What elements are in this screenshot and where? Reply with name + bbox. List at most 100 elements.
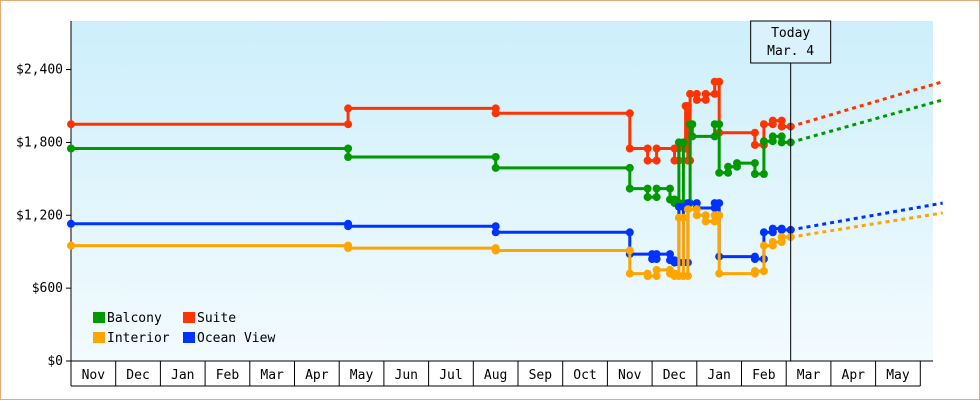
month-label: Jan [171,368,194,383]
month-label: Feb [752,368,776,383]
data-point-suite [701,89,710,98]
data-point-suite [750,128,759,137]
data-point-balcony [652,184,661,193]
data-point-suite [686,89,695,98]
data-point-suite [692,95,701,104]
data-point-interior [625,246,634,255]
plot-area [71,21,933,361]
data-point-balcony [759,170,768,178]
data-point-interior [625,269,634,278]
data-point-suite [768,116,777,125]
x-axis: Nov Dec Jan Feb Mar Apr May Jun Jul Aug Sep Oct Nov D… [70,360,933,387]
data-point-interior [692,211,701,220]
data-point-balcony [67,144,75,153]
data-point-balcony [344,144,353,153]
y-tick-label: $600 [32,281,63,296]
data-point-ocean-view [683,199,692,208]
data-point-balcony [625,184,634,193]
data-point-ocean-view [750,255,759,263]
data-point-balcony [643,193,652,202]
data-point-balcony [777,138,786,147]
data-point-suite [692,89,701,98]
legend: Balcony Suite Interior Ocean View [93,311,275,346]
legend-swatch-interior [93,332,105,343]
data-point-ocean-view [768,224,777,233]
data-point-interior [683,272,692,280]
data-point-suite [777,116,786,125]
month-label: Mar [797,368,821,383]
data-point-interior [679,213,688,222]
data-point-interior [692,205,701,214]
data-point-ocean-view [759,228,768,237]
month-label: Jul [439,368,462,383]
month-label: Aug [484,368,507,383]
series-layer [67,77,944,280]
data-point-interior [759,267,768,276]
data-point-balcony [666,184,674,193]
data-point-balcony [491,163,500,172]
legend-label-interior: Interior [107,331,170,346]
month-label: Dec [663,368,686,383]
data-point-balcony [643,184,652,193]
legend-swatch-balcony [93,312,105,323]
data-point-balcony [768,132,777,141]
data-point-balcony [710,132,719,141]
data-point-interior [701,211,710,220]
data-point-balcony [724,168,733,177]
data-point-suite [683,102,692,110]
data-point-balcony [344,153,353,161]
month-label: Nov [82,368,106,383]
data-point-balcony [625,163,634,172]
data-point-suite [777,122,786,131]
y-axis: $0 $600 $1,200 $1,800 $2,400 [16,21,72,369]
month-label: Oct [573,368,596,383]
data-point-interior [643,272,652,280]
data-point-suite [715,77,724,86]
month-label: Apr [842,368,866,383]
data-point-interior [768,238,777,246]
y-tick-label: $0 [47,354,63,369]
legend-swatch-ocean-view [183,332,195,343]
data-point-balcony [688,120,697,129]
data-point-balcony [715,168,724,177]
month-label: Jan [707,368,730,383]
y-tick-label: $1,800 [16,135,63,150]
month-label: Feb [216,368,240,383]
series-forecast-suite [790,80,944,129]
data-point-interior [67,241,75,250]
month-label: Nov [618,368,642,383]
data-point-balcony [491,153,500,161]
month-label: May [350,368,374,383]
data-point-interior [701,217,710,226]
data-point-ocean-view [777,225,786,234]
legend-swatch-suite [183,312,195,323]
data-point-interior [759,241,768,250]
data-point-suite [759,120,768,129]
data-point-balcony [715,120,724,129]
data-point-balcony [759,137,768,146]
y-tick-label: $2,400 [16,63,63,78]
month-label: Jun [395,368,418,383]
data-point-suite [344,104,353,113]
legend-label-balcony: Balcony [107,311,162,326]
series-forecast-balcony [790,98,944,144]
data-point-suite [67,120,75,129]
data-point-balcony [724,162,733,171]
data-point-suite [652,156,661,165]
data-point-balcony [733,159,741,168]
data-point-interior [491,246,500,255]
legend-label-ocean-view: Ocean View [197,331,275,346]
data-point-interior [715,211,724,220]
data-point-suite [625,144,634,153]
data-point-ocean-view [491,228,500,237]
data-point-interior [715,269,724,278]
data-point-suite [625,109,634,118]
legend-label-suite: Suite [197,311,236,326]
series-forecast-ocean-view [790,201,943,232]
today-date: Mar. 4 [767,44,814,59]
data-point-ocean-view [491,222,500,231]
series-forecast-interior [790,211,943,239]
data-point-suite [710,89,719,98]
